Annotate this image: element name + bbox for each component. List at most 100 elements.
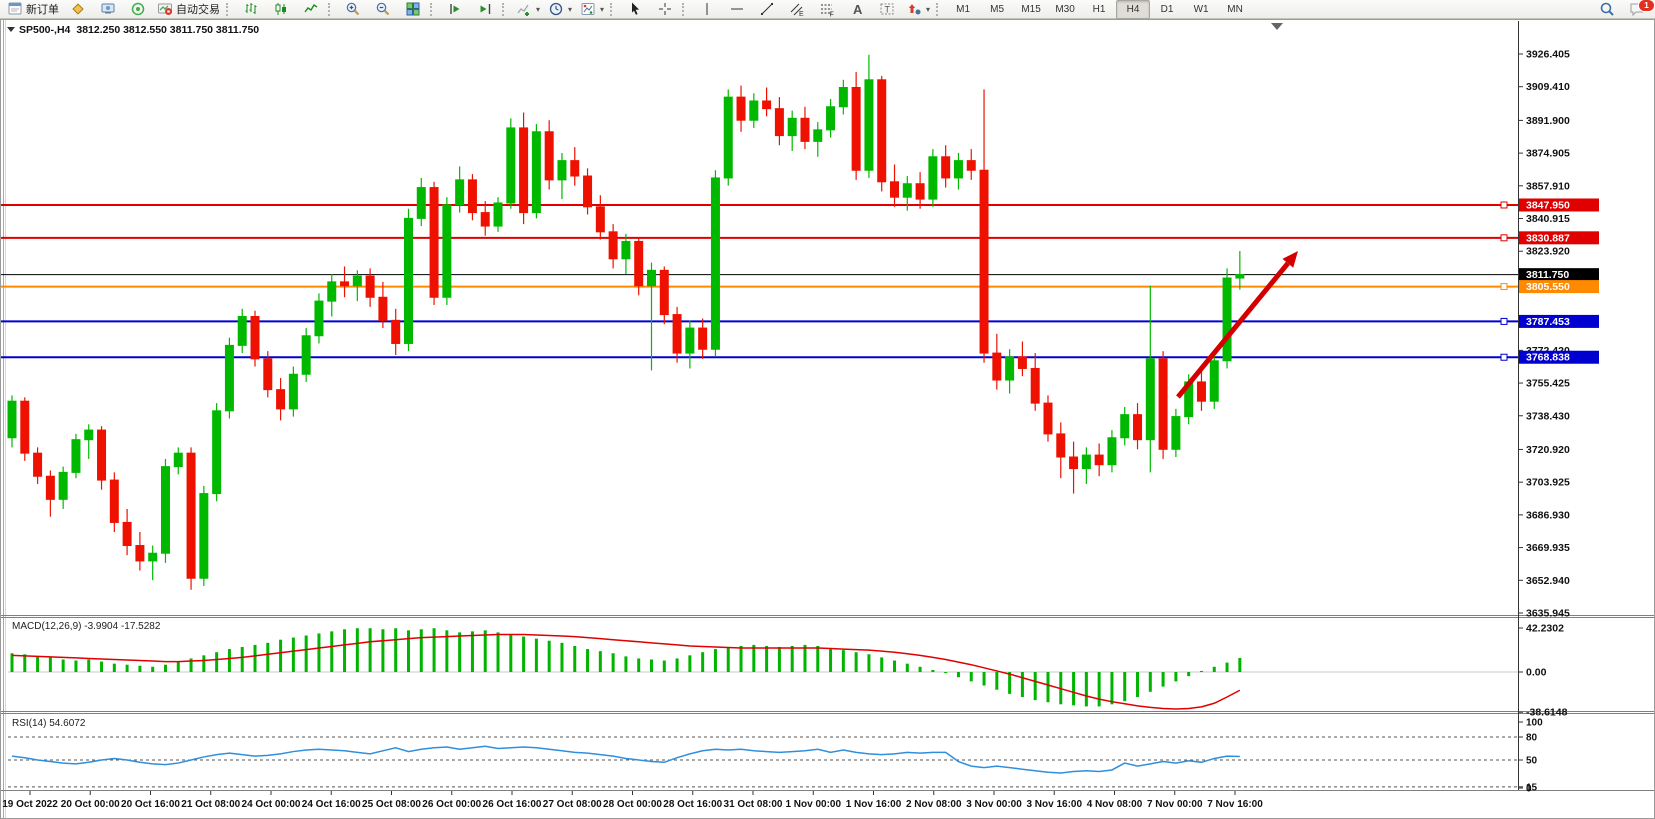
zoom-out-button[interactable] [368,0,398,19]
text-button[interactable]: A [842,0,872,19]
rsi-axis-label: 0 [1526,784,1532,795]
time-axis[interactable]: 19 Oct 2022 20 Oct 00:00 20 Oct 16:00 21 Oc… [2,791,1263,810]
price-badge-3768.838: 3768.838 [1526,352,1570,364]
candle [1094,443,1104,477]
indicators-button[interactable]: ▾ [512,0,544,19]
tile-windows-button[interactable] [398,0,428,19]
trendline-button[interactable] [752,0,782,19]
new-order-button[interactable]: 新订单 [3,0,63,19]
time-tick-label: 26 Oct 00:00 [422,799,481,810]
chart-shift-marker[interactable] [1271,23,1283,30]
toolbar-separator [682,2,690,16]
line-handle[interactable] [1500,201,1508,209]
candle [263,351,273,398]
candle [1030,353,1040,411]
line-handle[interactable] [1500,283,1508,291]
candle [1145,285,1155,473]
price-tick-label: 3874.905 [1526,148,1570,160]
candle [45,470,55,517]
level-lines-layer[interactable] [1,201,1518,361]
bar-chart-button[interactable] [236,0,266,19]
price-tick-label: 3926.405 [1526,49,1570,61]
time-tick-label: 24 Oct 00:00 [242,799,301,810]
timeframe-m30-button[interactable]: M30 [1055,3,1075,15]
candle [672,306,682,363]
time-tick-label: 24 Oct 16:00 [302,799,361,810]
candle [301,328,311,382]
candle [1158,351,1168,459]
vertical-line-button[interactable] [692,0,722,19]
candlestick-chart-button[interactable] [266,0,296,19]
line-chart-button[interactable] [296,0,326,19]
cursor-button[interactable] [620,0,650,19]
candles-layer [7,54,1245,590]
text-label-button[interactable]: T [872,0,902,19]
fibonacci-button[interactable]: F [812,0,842,19]
notification-badge: 1 [1638,0,1655,12]
candle [173,447,183,475]
channel-button[interactable]: E [782,0,812,19]
line-handle[interactable] [1500,317,1508,325]
trend-arrow-object[interactable] [1176,251,1298,399]
timeframe-w1-button[interactable]: W1 [1193,3,1209,15]
timeframe-h4-button[interactable]: H4 [1116,0,1151,19]
auto-scroll-button[interactable] [440,0,470,19]
line-handle[interactable] [1500,353,1508,361]
price-tick-label: 3686.930 [1526,509,1570,521]
signals-button[interactable] [123,0,153,19]
timeframe-m15-button[interactable]: M15 [1021,3,1041,15]
toolbar-separator [226,2,234,16]
candle [966,149,976,180]
timeframe-d1-button[interactable]: D1 [1160,3,1174,15]
channel-glyph: E [790,3,804,17]
deposit-button[interactable] [63,0,93,19]
accounts-button[interactable] [93,0,123,19]
periods-button[interactable]: ▾ [544,0,576,19]
candle [250,310,260,367]
candle [122,508,132,556]
candle [109,472,119,533]
candle [519,112,529,225]
chart-shift-button[interactable] [470,0,500,19]
chat-button[interactable]: 1 [1622,0,1655,19]
candle [391,308,401,356]
toolbar-separator [502,2,510,16]
candle [877,75,887,192]
horizontal-line-button[interactable] [722,0,752,19]
candle [224,337,234,419]
symbol-dropdown-icon[interactable] [7,27,15,32]
arrows-button[interactable]: ▾ [902,0,934,19]
time-tick-label: 7 Nov 16:00 [1207,799,1263,810]
autotrading-button[interactable]: 自动交易 [153,0,224,19]
search-button[interactable] [1592,0,1622,19]
timeframe-mn-button[interactable]: MN [1227,3,1243,15]
timeframe-m1-button[interactable]: M1 [956,3,971,15]
textA-glyph: A [853,2,863,17]
autotrading-button-label: 自动交易 [176,4,220,16]
timeframe-h1-button[interactable]: H1 [1092,3,1106,15]
zoom-in-button[interactable] [338,0,368,19]
chart-background [0,19,1655,819]
price-axis[interactable]: 3926.405 3909.410 3891.900 3874.905 3857.910… [1518,49,1599,620]
candle [276,378,286,421]
zoomin-glyph [346,2,360,16]
candle [736,85,746,132]
candle [237,308,247,354]
crosshair-button[interactable] [650,0,680,19]
signals-glyph [131,2,145,16]
vline-glyph [706,3,708,15]
candle [480,201,490,236]
candle [1171,408,1181,457]
shapes-glyph [908,4,921,15]
templates-button[interactable]: ▾ [576,0,608,19]
time-tick-label: 20 Oct 00:00 [61,799,120,810]
cursor-glyph [632,2,640,15]
timeframe-m5-button[interactable]: M5 [990,3,1005,15]
rsi-axis-label: 50 [1526,756,1538,767]
rsi-axis-label: 100 [1526,718,1543,729]
bars-glyph [245,3,257,14]
line-handle[interactable] [1500,234,1508,242]
time-tick-label: 3 Nov 16:00 [1026,799,1082,810]
toolbar-separator [328,2,336,16]
